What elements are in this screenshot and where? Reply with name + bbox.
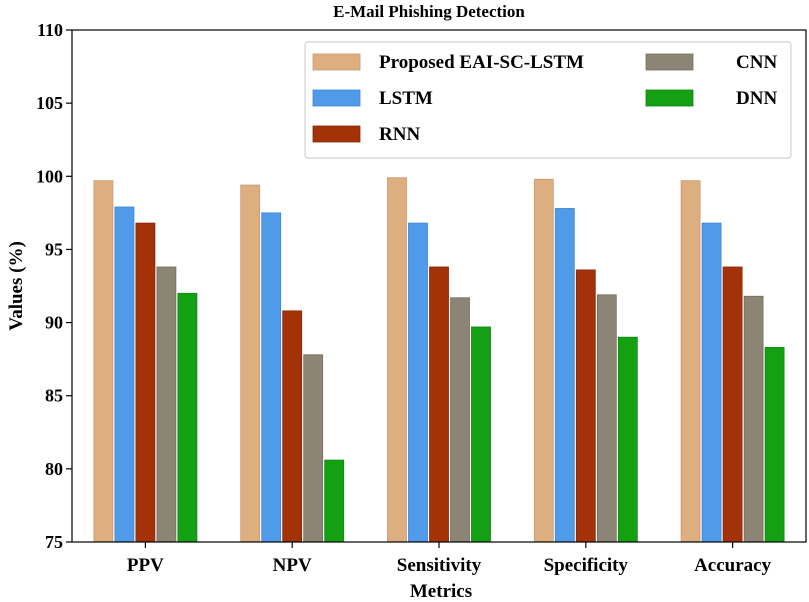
bar-proposed-eai-sc-lstm-specificity [533, 178, 554, 543]
bar-dnn-accuracy [764, 347, 785, 543]
bar-rnn-accuracy [722, 266, 743, 543]
legend-swatch-rnn [312, 125, 361, 143]
bar-dnn-npv [324, 459, 345, 543]
legend-label-proposed-eai-sc-lstm: Proposed EAI-SC-LSTM [379, 52, 584, 73]
chart-title: E-Mail Phishing Detection [333, 2, 525, 21]
y-tick-label: 90 [45, 313, 63, 333]
legend-box [304, 41, 792, 159]
y-tick-label: 105 [36, 93, 63, 113]
legend-label-rnn: RNN [379, 124, 420, 145]
legend-swatch-lstm [312, 89, 361, 107]
bar-cnn-specificity [596, 294, 617, 543]
bar-lstm-npv [261, 212, 282, 543]
bar-dnn-ppv [177, 292, 198, 543]
x-tick-label: NPV [273, 555, 312, 576]
bar-lstm-sensitivity [408, 222, 428, 543]
legend-swatch-proposed-eai-sc-lstm [312, 53, 361, 71]
y-tick-label: 100 [36, 166, 63, 186]
bar-rnn-specificity [575, 269, 596, 543]
y-tick-label: 80 [45, 459, 63, 479]
bar-dnn-specificity [617, 336, 638, 543]
plot-frame [71, 29, 807, 543]
legend-swatch-dnn [645, 89, 694, 107]
y-axis-label: Values (%) [6, 241, 27, 331]
bar-proposed-eai-sc-lstm-npv [240, 184, 261, 543]
bar-cnn-npv [303, 354, 324, 543]
legend-swatch-cnn [645, 53, 694, 71]
x-tick-label: PPV [127, 555, 164, 576]
y-tick-label: 85 [45, 386, 63, 406]
bar-cnn-ppv [156, 266, 177, 543]
legend: Proposed EAI-SC-LSTM LSTM RNN CNN DNN [304, 41, 792, 159]
bar-rnn-npv [282, 310, 303, 543]
y-tick-label: 95 [45, 239, 63, 259]
legend-label-lstm: LSTM [379, 88, 433, 109]
bar-lstm-accuracy [701, 222, 722, 543]
legend-label-dnn: DNN [736, 88, 777, 109]
bar-rnn-sensitivity [429, 266, 449, 543]
plot-area: 75 80 85 90 95 100 105 110 PPV NPV Sensitivity Spec… [36, 20, 785, 576]
bar-proposed-eai-sc-lstm-sensitivity [387, 177, 407, 543]
y-tick-label: 75 [45, 532, 63, 552]
bar-dnn-sensitivity [471, 326, 491, 543]
x-tick-label: Accuracy [694, 555, 772, 576]
bar-cnn-sensitivity [450, 297, 470, 543]
y-tick-label: 110 [37, 20, 63, 40]
x-tick-label: Sensitivity [397, 555, 482, 576]
bar-proposed-eai-sc-lstm-accuracy [680, 180, 701, 543]
legend-label-cnn: CNN [736, 52, 777, 73]
bar-lstm-ppv [114, 206, 135, 543]
bar-cnn-accuracy [743, 295, 764, 543]
bar-lstm-specificity [554, 208, 575, 543]
bar-rnn-ppv [135, 222, 156, 543]
bar-proposed-eai-sc-lstm-ppv [93, 180, 114, 543]
x-axis-label: Metrics [410, 581, 472, 602]
x-tick-label: Specificity [544, 555, 629, 576]
